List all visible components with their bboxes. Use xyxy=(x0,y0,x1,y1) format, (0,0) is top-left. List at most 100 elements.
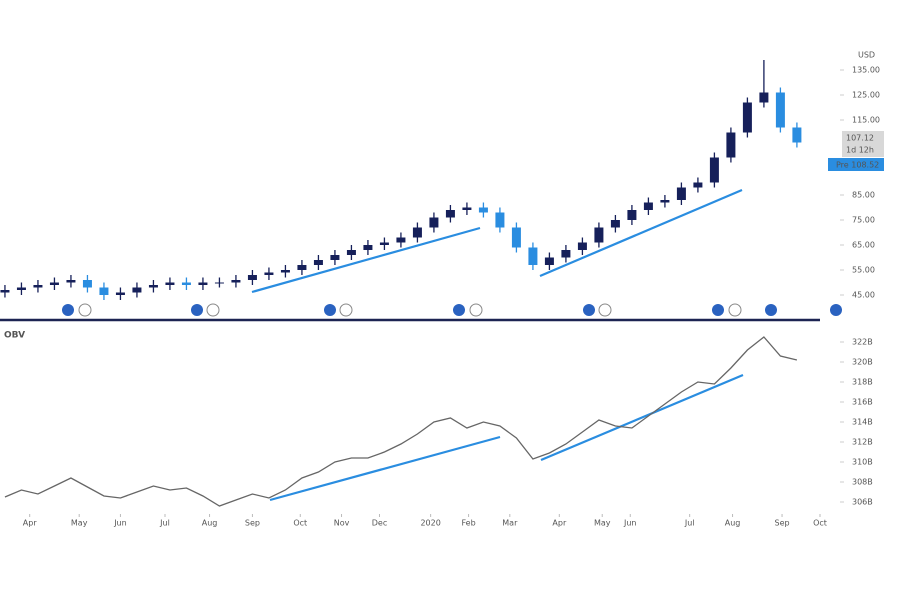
x-tick-label: Jun xyxy=(113,519,127,528)
candle-body xyxy=(115,292,125,295)
obv-line xyxy=(4,336,798,507)
candle-body xyxy=(280,270,290,273)
y-tick-label: 320B xyxy=(852,358,873,367)
y-tick-label: 306B xyxy=(852,498,873,507)
candle-body xyxy=(346,250,356,255)
event-markers xyxy=(62,303,842,317)
candle-body xyxy=(429,217,439,228)
candle-body xyxy=(231,280,241,283)
trend-line xyxy=(539,188,743,278)
event-marker xyxy=(712,304,724,316)
trend-line xyxy=(251,226,481,294)
candle-body xyxy=(214,282,224,284)
candle-body xyxy=(660,200,670,203)
x-tick-label: Sep xyxy=(775,519,790,528)
x-tick-label: May xyxy=(594,519,611,528)
candle-body xyxy=(412,227,422,238)
candle-body xyxy=(297,265,307,270)
countdown: 1d 12h xyxy=(846,146,874,155)
candle-body xyxy=(16,287,26,290)
y-tick-label: 314B xyxy=(852,418,873,427)
candle-body xyxy=(709,157,719,183)
x-tick-label: Oct xyxy=(813,519,827,528)
trend-line xyxy=(540,373,744,462)
x-tick-label: May xyxy=(71,519,88,528)
candle-body xyxy=(511,227,521,248)
y-tick-label: 125.00 xyxy=(852,91,880,100)
candle-body xyxy=(561,250,571,258)
x-tick-label: Sep xyxy=(245,519,260,528)
x-tick-label: Jun xyxy=(623,519,637,528)
event-marker xyxy=(324,304,336,316)
x-tick-label: Feb xyxy=(461,519,475,528)
x-tick-label: Jul xyxy=(684,519,695,528)
x-tick-label: Dec xyxy=(372,519,387,528)
candle-body xyxy=(313,260,323,265)
candle-body xyxy=(66,280,76,283)
candle-body xyxy=(330,255,340,260)
y-tick-label: 65.00 xyxy=(852,241,875,250)
x-tick-label: Aug xyxy=(725,519,741,528)
event-marker xyxy=(469,303,483,317)
x-tick-label: Oct xyxy=(293,519,307,528)
y-tick-label: 312B xyxy=(852,438,873,447)
candle-body xyxy=(264,272,274,275)
y-tick-label: 310B xyxy=(852,458,873,467)
candle-body xyxy=(643,202,653,210)
event-marker xyxy=(62,304,74,316)
pre-price: Pre 108.52 xyxy=(836,161,879,170)
candle-body xyxy=(792,127,802,143)
candle-body xyxy=(82,280,92,288)
candle-body xyxy=(132,287,142,293)
price-box xyxy=(842,131,884,157)
x-tick-label: Apr xyxy=(23,519,38,528)
candle-body xyxy=(49,282,59,285)
candle-body xyxy=(181,282,191,285)
candle-body xyxy=(759,92,769,103)
candle-body xyxy=(247,275,257,280)
event-marker xyxy=(78,303,92,317)
candle-body xyxy=(577,242,587,250)
candle-body xyxy=(99,287,109,295)
x-tick-label: Mar xyxy=(502,519,518,528)
event-marker xyxy=(339,303,353,317)
pre-box xyxy=(828,158,884,171)
x-tick-label: Aug xyxy=(202,519,218,528)
x-tick-label: Jul xyxy=(159,519,170,528)
candle-body xyxy=(462,207,472,210)
candle-body xyxy=(379,242,389,245)
trend-line xyxy=(269,435,501,502)
y-tick-label: 318B xyxy=(852,378,873,387)
candle-body xyxy=(198,282,208,285)
x-tick-label: Apr xyxy=(552,519,567,528)
x-tick-label: 2020 xyxy=(420,519,440,528)
y-tick-label: 85.00 xyxy=(852,191,875,200)
candle-body xyxy=(742,102,752,133)
y-tick-label: 135.00 xyxy=(852,66,880,75)
obv-title: OBV xyxy=(4,331,25,341)
candle-body xyxy=(495,212,505,228)
y-tick-label: 115.00 xyxy=(852,116,880,125)
candle-body xyxy=(726,132,736,158)
candle-body xyxy=(594,227,604,243)
y-tick-label: 45.00 xyxy=(852,291,875,300)
candle-body xyxy=(396,237,406,243)
event-marker xyxy=(206,303,220,317)
candle-body xyxy=(544,257,554,265)
y-tick-label: 75.00 xyxy=(852,216,875,225)
last-price: 107.12 xyxy=(846,134,874,143)
candle-body xyxy=(0,290,10,293)
event-marker xyxy=(191,304,203,316)
y-tick-label: 316B xyxy=(852,398,873,407)
y-tick-label: 322B xyxy=(852,338,873,347)
candle-body xyxy=(363,245,373,250)
x-tick-label: Nov xyxy=(334,519,350,528)
event-marker xyxy=(728,303,742,317)
candle-body xyxy=(33,285,43,288)
event-marker xyxy=(583,304,595,316)
candle-body xyxy=(610,220,620,228)
event-marker xyxy=(453,304,465,316)
candle-body xyxy=(528,247,538,265)
event-marker xyxy=(765,304,777,316)
